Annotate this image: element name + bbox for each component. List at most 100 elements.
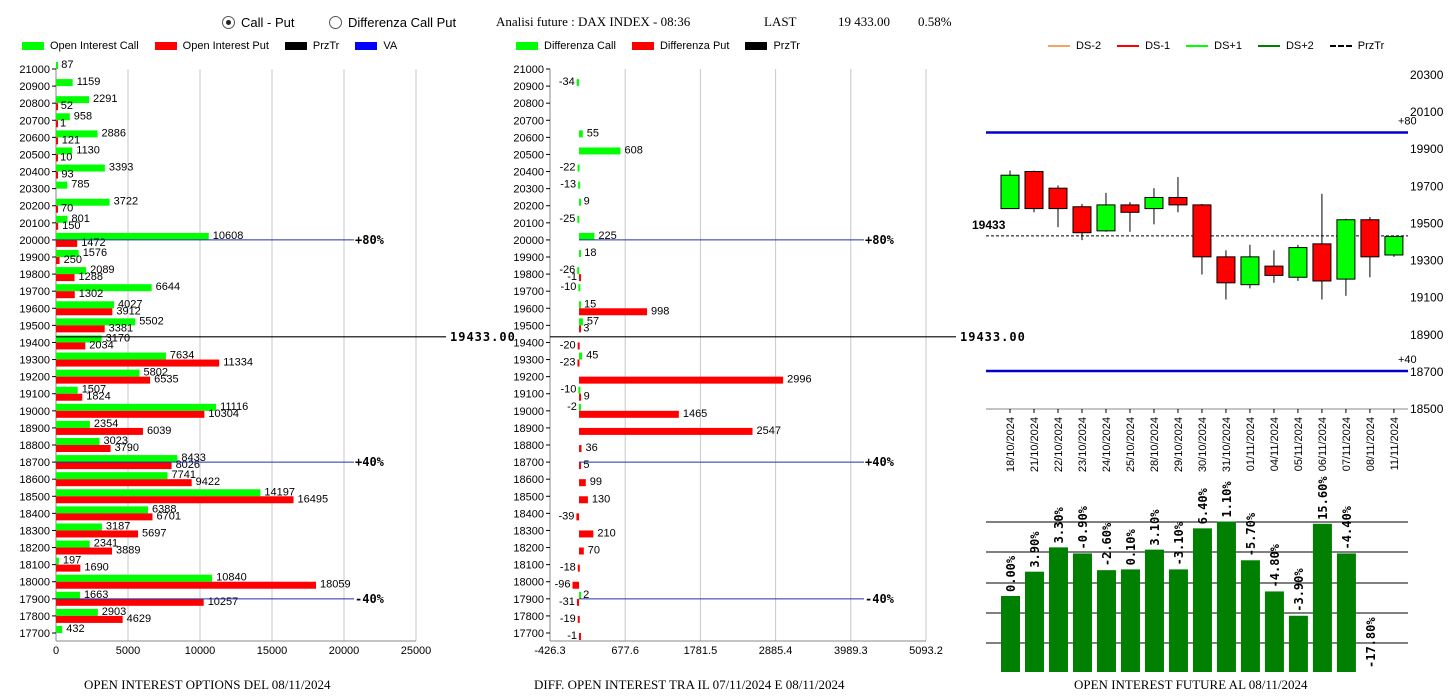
oi-ytick-label: 19100 (19, 389, 50, 401)
oi-data-label: 93 (61, 169, 73, 181)
diff-bar-put (579, 308, 648, 316)
legend-diff-swatch (745, 42, 768, 50)
last-label: LAST (764, 14, 797, 29)
diff-xtick-label: 3989.3 (834, 645, 868, 657)
oi-ytick-label: 18800 (19, 440, 50, 452)
oi-bar-call (56, 455, 178, 463)
oi-ytick-label: 20200 (19, 201, 50, 213)
oi-data-label: 2886 (102, 127, 126, 139)
candle-up (1384, 235, 1404, 256)
diff-ytick-label: 17700 (513, 628, 544, 640)
diff-ytick-label: 19700 (513, 286, 544, 298)
diff-ytick-label: 18300 (513, 525, 544, 537)
oi-xtick-label: 20000 (329, 645, 360, 657)
oi-data-label: 2034 (89, 339, 113, 351)
oi-data-label: 1 (60, 117, 66, 129)
oi-ytick-label: 20900 (19, 81, 50, 93)
oif-bar (1168, 569, 1188, 672)
oi-ytick-label: 19000 (19, 406, 50, 418)
footer-diff: DIFF. OPEN INTEREST TRA IL 07/11/2024 E … (534, 677, 845, 692)
oi-bar-call (56, 386, 78, 394)
diff-data-label: 55 (587, 127, 599, 139)
diff-data-label: -13 (560, 179, 576, 191)
oi-data-label: 958 (74, 110, 92, 122)
candle-down (1192, 204, 1212, 258)
legend-future-label: DS-2 (1076, 40, 1102, 52)
oi-ytick-label: 18500 (19, 491, 50, 503)
oi-data-label: 6388 (152, 503, 176, 515)
oi-bar-call (56, 181, 68, 189)
diff-ytick-label: 19800 (513, 269, 544, 281)
oif-bar (1144, 549, 1164, 672)
oi-data-label: 1302 (79, 288, 103, 300)
oi-bar-put (56, 513, 153, 521)
oi-data-label: 785 (71, 179, 89, 191)
diff-data-label: 18 (584, 247, 596, 259)
diff-data-label: 210 (597, 527, 615, 539)
oi-ytick-label: 20700 (19, 115, 50, 127)
oi-marker-label: -40% (355, 592, 385, 606)
diff-ytick-label: 18500 (513, 491, 544, 503)
oif-data-label: 3.30% (1052, 506, 1066, 543)
oi-bar-call (56, 130, 98, 138)
radio-unselected-icon[interactable] (329, 16, 342, 29)
oi-bar-call (56, 62, 58, 69)
oi-ytick-label: 19500 (19, 320, 50, 332)
oi-data-label: 1507 (82, 384, 106, 396)
diff-bar-put (576, 598, 580, 606)
oi-ytick-label: 18300 (19, 525, 50, 537)
oi-bar-put (56, 103, 58, 111)
legend-options-label: VA (383, 40, 398, 52)
radio-call-put[interactable]: Call - Put (222, 15, 294, 30)
diff-ytick-label: 20300 (513, 184, 544, 196)
oi-xtick-label: 25000 (401, 645, 432, 657)
legend-future-swatch (1329, 45, 1352, 47)
legend-future-item: DS-1 (1117, 40, 1170, 52)
oi-data-label: 3790 (115, 442, 139, 454)
candle-date-label: 28/10/2024 (1149, 417, 1161, 472)
oi-data-label: 250 (64, 254, 82, 266)
oi-bar-put (56, 239, 78, 247)
oi-data-label: 2903 (102, 606, 126, 618)
legend-options-swatch (22, 42, 44, 50)
radio-differenza[interactable]: Differenza Call Put (329, 15, 456, 30)
legend-diff: Differenza Call Differenza Put PrzTr (516, 40, 816, 52)
legend-future-label: DS+1 (1214, 40, 1242, 52)
oi-marker-label: +80% (355, 233, 385, 247)
oif-data-label: -3.10% (1172, 521, 1186, 565)
last-value: 19 433.00 (838, 14, 890, 29)
oi-bar-call (56, 420, 90, 428)
diff-ytick-label: 20100 (513, 218, 544, 230)
oi-ytick-label: 19600 (19, 303, 50, 315)
oi-ytick-label: 20000 (19, 235, 50, 247)
diff-data-label: -18 (560, 562, 576, 574)
diff-xtick-label: 677.6 (611, 645, 639, 657)
diff-xtick-label: 1781.5 (684, 645, 718, 657)
candle-up (1144, 196, 1164, 210)
oif-data-label: 6.40% (1196, 487, 1210, 524)
legend-future-label: DS-1 (1145, 40, 1171, 52)
oi-bar-put (56, 325, 105, 333)
radio-selected-icon[interactable] (222, 16, 235, 29)
oi-data-label: 7741 (171, 469, 195, 481)
candle-date-label: 22/10/2024 (1053, 417, 1065, 472)
diff-data-label: 57 (587, 315, 599, 327)
diff-ytick-label: 18000 (513, 577, 544, 589)
oi-bar-put (56, 274, 75, 282)
oif-data-label: -17.80% (1364, 617, 1378, 668)
oi-bar-call (56, 232, 209, 240)
legend-future-swatch (1117, 45, 1140, 47)
candle-down (1264, 265, 1284, 276)
diff-data-label: -19 (560, 613, 576, 625)
oi-bar-put (56, 137, 58, 145)
candle-date-label: 21/10/2024 (1029, 417, 1041, 472)
oi-bar-call (56, 198, 110, 206)
diff-bar-put (572, 581, 580, 589)
legend-diff-item: Differenza Put (631, 40, 729, 52)
oi-data-label: 4629 (127, 613, 151, 625)
oi-data-label: 2341 (94, 538, 118, 550)
diff-bar-put (579, 445, 582, 452)
diff-data-label: -20 (560, 339, 576, 351)
legend-options-item: Open Interest Call (22, 40, 139, 52)
